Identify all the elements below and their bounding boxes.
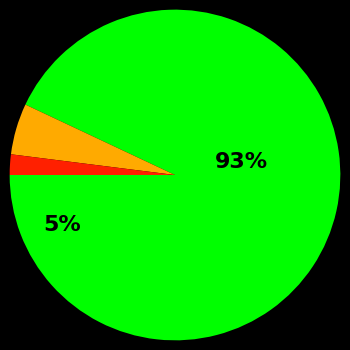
Text: 93%: 93% — [215, 152, 268, 172]
Wedge shape — [10, 10, 340, 340]
Wedge shape — [10, 154, 175, 175]
Wedge shape — [11, 105, 175, 175]
Text: 5%: 5% — [44, 215, 82, 234]
